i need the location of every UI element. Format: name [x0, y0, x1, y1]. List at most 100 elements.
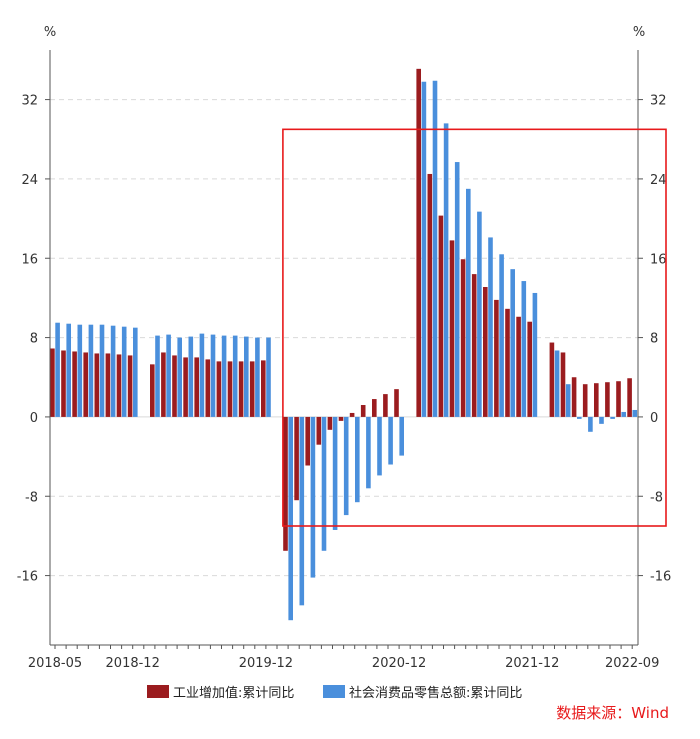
- right-tick-label: 16: [650, 252, 667, 267]
- bar-industrial-added-value: [316, 416, 322, 445]
- bar-industrial-added-value: [460, 259, 466, 417]
- x-tick-label: 2020-12: [372, 656, 426, 671]
- bar-industrial-added-value: [594, 383, 599, 417]
- left-tick-label: -16: [17, 570, 38, 585]
- bar-industrial-added-value: [616, 381, 621, 417]
- bar-retail-sales: [443, 123, 449, 417]
- bar-retail-sales: [110, 325, 116, 417]
- right-tick-label: -8: [650, 490, 663, 505]
- bar-industrial-added-value: [494, 299, 499, 417]
- legend-label-industrial: 工业增加值:累计同比: [173, 685, 294, 701]
- bar-industrial-added-value: [72, 351, 77, 417]
- bar-retail-sales: [55, 322, 60, 417]
- bar-retail-sales: [133, 327, 138, 417]
- bar-retail-sales: [166, 334, 171, 417]
- bar-retail-sales: [399, 416, 404, 456]
- bar-retail-sales: [421, 81, 427, 417]
- bar-industrial-added-value: [127, 355, 133, 417]
- right-tick-label: 0: [650, 411, 658, 426]
- bar-industrial-added-value: [216, 361, 222, 417]
- bar-retail-sales: [588, 416, 593, 432]
- bar-industrial-added-value: [605, 382, 610, 417]
- bar-industrial-added-value: [105, 353, 111, 417]
- bar-retail-sales: [244, 336, 249, 417]
- bar-industrial-added-value: [227, 361, 233, 417]
- bar-retail-sales: [577, 416, 582, 419]
- bar-retail-sales: [432, 80, 438, 417]
- right-tick-label: -16: [650, 570, 671, 585]
- bar-industrial-added-value: [327, 416, 333, 430]
- legend: 工业增加值:累计同比 社会消费品零售总额:累计同比: [147, 685, 522, 701]
- bar-industrial-added-value: [50, 348, 55, 417]
- bar-industrial-added-value: [505, 308, 510, 417]
- bar-retail-sales: [565, 384, 571, 417]
- bar-retail-sales: [121, 326, 127, 417]
- bar-industrial-added-value: [94, 353, 100, 417]
- x-tick-label: 2021-12: [505, 656, 559, 671]
- bar-industrial-added-value: [372, 399, 377, 417]
- left-tick-label: 8: [30, 332, 38, 347]
- bar-industrial-added-value: [305, 416, 310, 466]
- bar-retail-sales: [377, 416, 382, 476]
- x-tick-label: 2018-05: [28, 656, 82, 671]
- bar-industrial-added-value: [527, 321, 532, 417]
- bar-retail-sales: [155, 335, 160, 417]
- left-tick-label: 16: [21, 252, 38, 267]
- bar-industrial-added-value: [483, 287, 488, 417]
- bar-retail-sales: [77, 324, 83, 417]
- left-tick-label: 24: [21, 173, 38, 188]
- bar-retail-sales: [355, 416, 360, 503]
- bar-retail-sales: [266, 337, 271, 417]
- x-tick-label: 2019-12: [239, 656, 293, 671]
- bar-retail-sales: [288, 416, 293, 621]
- legend-label-retail: 社会消费品零售总额:累计同比: [349, 685, 522, 701]
- bar-retail-sales: [521, 281, 527, 417]
- bar-retail-sales: [66, 323, 71, 417]
- x-tick-label: 2022-09: [605, 656, 659, 671]
- bar-retail-sales: [488, 237, 493, 417]
- bar-industrial-added-value: [194, 357, 199, 417]
- bar-industrial-added-value: [338, 416, 344, 421]
- bar-industrial-added-value: [205, 359, 211, 417]
- bar-retail-sales: [232, 335, 238, 417]
- bar-retail-sales: [177, 337, 182, 417]
- bar-retail-sales: [621, 411, 626, 417]
- bar-retail-sales: [199, 333, 205, 417]
- bar-series: [50, 68, 638, 621]
- bar-retail-sales: [310, 416, 316, 578]
- bar-industrial-added-value: [183, 357, 188, 417]
- left-tick-label: 32: [21, 94, 38, 109]
- bar-industrial-added-value: [349, 412, 355, 417]
- bar-industrial-added-value: [61, 350, 66, 417]
- bar-industrial-added-value: [249, 361, 255, 417]
- axes: 32 32 24 24 16 16 8 8 0 0 -8 -8 -16 -16% % 2018-05 2018-…: [17, 25, 671, 671]
- bar-industrial-added-value: [360, 405, 366, 417]
- bar-industrial-added-value: [83, 352, 88, 417]
- bar-industrial-added-value: [471, 274, 477, 417]
- right-axis-unit: %: [633, 25, 645, 40]
- bar-industrial-added-value: [238, 361, 244, 417]
- bar-industrial-added-value: [294, 416, 299, 501]
- bar-industrial-added-value: [560, 352, 566, 417]
- left-axis-unit: %: [44, 25, 56, 40]
- highlight-box: [282, 128, 667, 527]
- bar-industrial-added-value: [172, 355, 177, 417]
- bar-industrial-added-value: [516, 316, 521, 417]
- bar-industrial-added-value: [116, 354, 122, 417]
- bar-industrial-added-value: [571, 377, 577, 417]
- bar-retail-sales: [632, 409, 638, 417]
- bar-retail-sales: [366, 416, 371, 489]
- bar-industrial-added-value: [416, 68, 421, 417]
- right-tick-label: 8: [650, 332, 658, 347]
- bar-retail-sales: [188, 336, 194, 417]
- bar-retail-sales: [554, 350, 560, 417]
- bar-retail-sales: [321, 416, 327, 551]
- right-tick-label: 32: [650, 94, 667, 109]
- bar-retail-sales: [99, 324, 105, 417]
- bar-retail-sales: [255, 337, 260, 417]
- bar-retail-sales: [610, 416, 615, 419]
- legend-swatch-retail: [323, 685, 345, 698]
- bar-retail-sales: [510, 269, 515, 417]
- bar-retail-sales: [210, 334, 216, 417]
